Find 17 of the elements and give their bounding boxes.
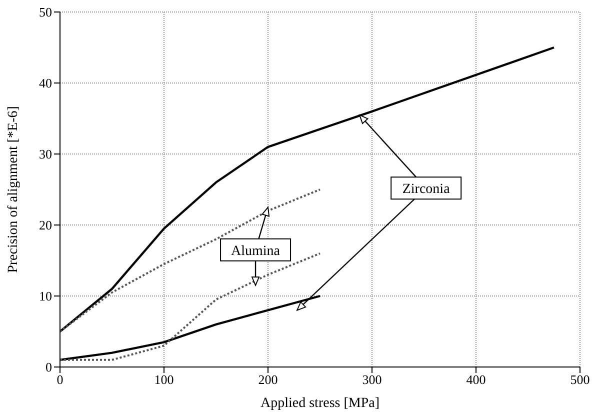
x-tick-label: 200	[258, 372, 278, 388]
y-tick-label: 40	[39, 76, 52, 91]
line-series	[60, 188, 321, 332]
x-tick-label: 100	[154, 372, 174, 388]
x-tick-label: 400	[466, 372, 486, 388]
x-tick-label: 0	[56, 372, 64, 388]
y-tick-label: 30	[39, 146, 52, 162]
x-tick-label: 500	[570, 372, 590, 388]
y-tick-label: 0	[46, 360, 52, 375]
annotation: Alumina	[231, 244, 281, 259]
annotation: Zirconia	[402, 182, 451, 198]
x-axis-title: Applied stress [MPa]	[260, 396, 380, 411]
x-tick-label: 300	[362, 372, 382, 388]
y-axis-title: Precision of alignment [*E-6]	[6, 106, 21, 273]
y-tick-label: 50	[39, 4, 52, 20]
y-tick-label: 10	[39, 288, 52, 304]
y-tick-label: 20	[39, 218, 52, 233]
